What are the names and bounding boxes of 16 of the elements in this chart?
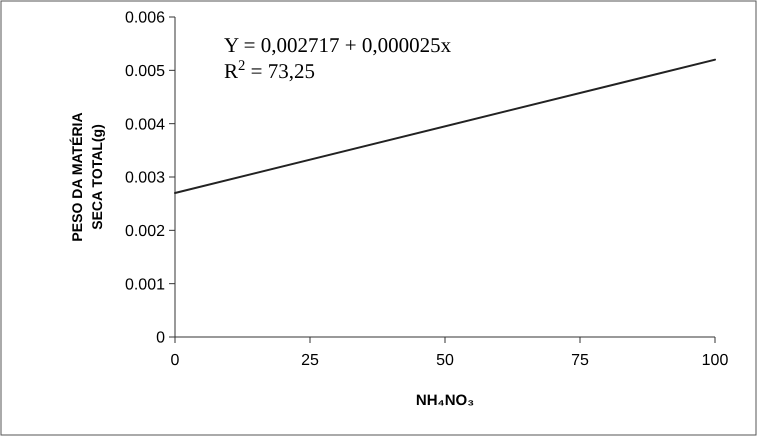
- y-tick-label: 0.004: [124, 116, 166, 134]
- x-tick-label: 50: [436, 352, 454, 369]
- y-tick-label: 0.001: [124, 276, 166, 294]
- x-tick-label: 100: [702, 352, 728, 369]
- y-tick-label: 0.003: [124, 170, 166, 187]
- x-tick-label: 0: [170, 352, 180, 369]
- annotation: R$^{2}$ = 73,25: [224, 58, 315, 83]
- y-tick-label: 0.005: [124, 62, 166, 80]
- x-tick-label: 75: [571, 352, 589, 369]
- y-tick-label: 0.006: [124, 10, 166, 27]
- y-tick-label: 0.002: [124, 222, 166, 240]
- annotation: Y = 0,002717 + 0,000025x: [224, 33, 452, 57]
- y-axis-title: PESO DA MATÉRIA SECA TOTAL(g): [69, 112, 105, 242]
- x-axis-title: NH₄NO₃: [416, 392, 474, 409]
- x-tick-label: 25: [301, 352, 319, 369]
- y-tick-label: 0: [156, 330, 166, 347]
